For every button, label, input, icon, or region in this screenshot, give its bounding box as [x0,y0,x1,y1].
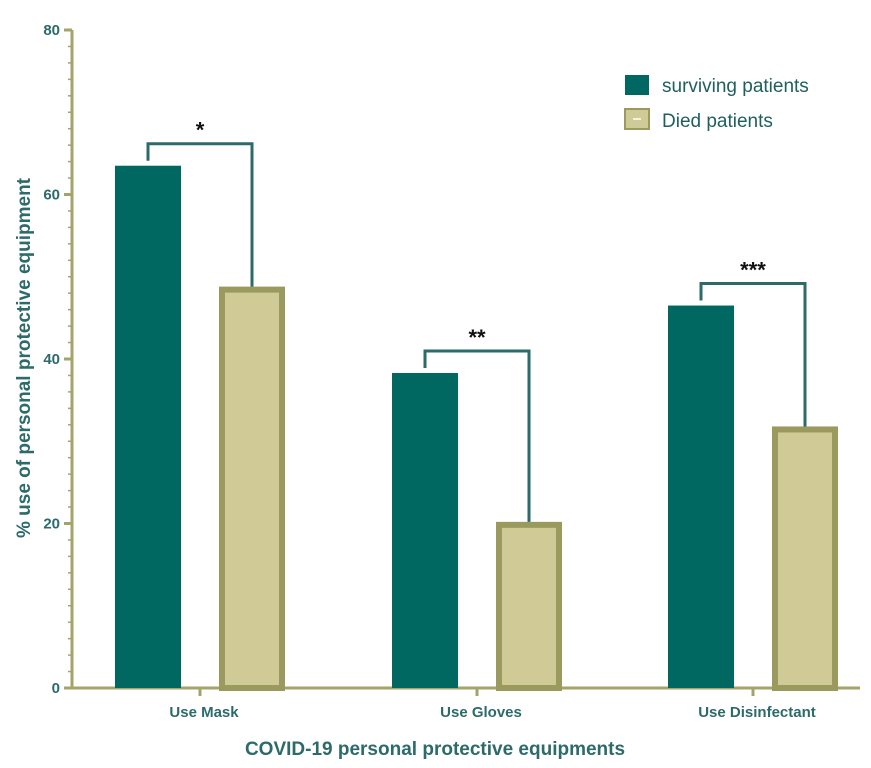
legend-swatch-surviving [625,75,649,95]
bars [115,165,838,691]
legend-label-surviving: surviving patients [662,76,809,97]
significance-bracket [699,282,807,427]
y-tick-label: 80 [43,22,60,39]
y-tick-label: 0 [52,680,60,697]
significance-label: *** [740,258,766,283]
bar-died [219,286,285,691]
y-axis-title: % use of personal protective equipment [14,177,35,538]
significance-label: ** [468,325,486,350]
bar-surviving [115,165,181,688]
x-tick-label: Use Disinfectant [698,704,816,721]
bar-surviving [392,372,458,688]
legend-label-died: Died patients [662,111,773,132]
y-tick-label: 20 [43,516,60,533]
x-tick-label: Use Mask [169,704,239,721]
legend: surviving patients Died patients [624,75,809,132]
x-tick-label: Use Gloves [440,704,522,721]
category-labels: Use Mask Use Gloves Use Disinfectant [169,688,816,721]
significance-bracket [146,142,254,287]
bar-died [496,521,562,691]
bar-died [772,426,838,691]
significance-label: * [196,118,205,143]
significance-bracket [423,349,531,522]
significance-brackets: ****** [146,118,807,522]
y-tick-label: 40 [43,351,60,368]
x-axis-title: COVID-19 personal protective equipments [245,739,625,760]
bar-surviving [668,305,734,688]
y-tick-label: 60 [43,187,60,204]
